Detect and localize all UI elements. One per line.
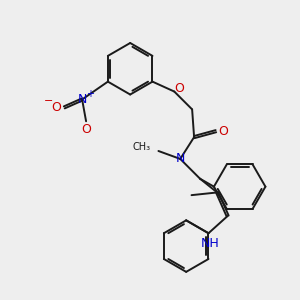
Text: +: + <box>86 88 94 98</box>
Text: N: N <box>77 93 87 106</box>
Text: O: O <box>218 125 228 138</box>
Text: NH: NH <box>201 237 220 250</box>
Text: −: − <box>44 97 53 106</box>
Text: CH₃: CH₃ <box>132 142 151 152</box>
Text: N: N <box>176 152 185 165</box>
Text: O: O <box>81 123 91 136</box>
Text: O: O <box>51 101 61 114</box>
Text: O: O <box>174 82 184 95</box>
